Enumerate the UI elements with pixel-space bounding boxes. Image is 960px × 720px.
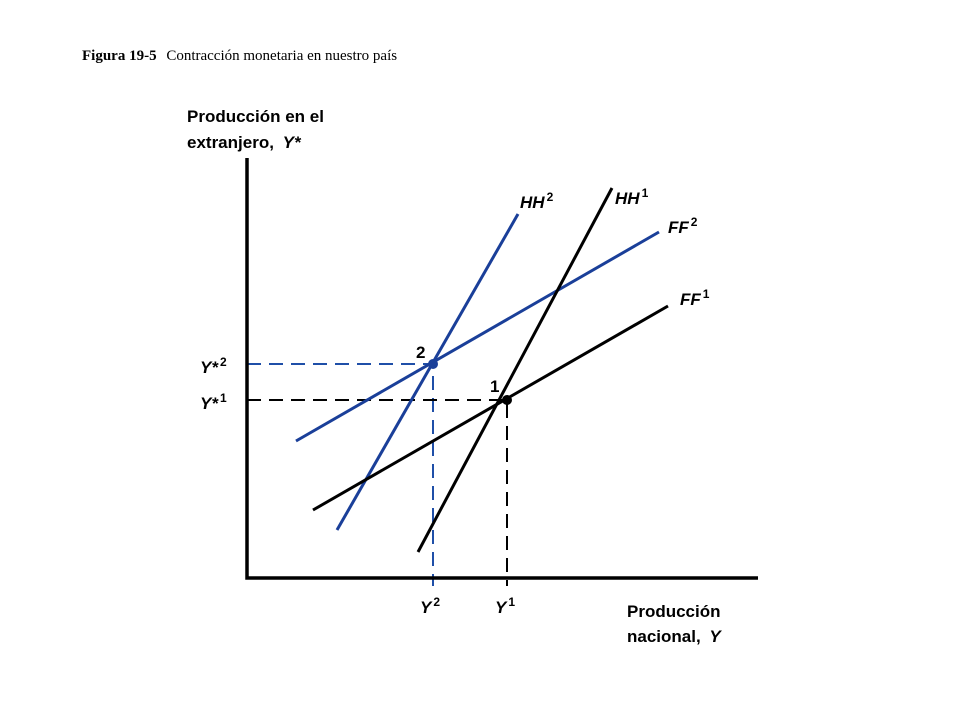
equilibrium-point <box>502 395 512 405</box>
curve-ff1 <box>312 304 669 512</box>
x-axis-label: Producción <box>627 602 721 621</box>
curve-hh2 <box>335 213 520 531</box>
curve-label-sup: 1 <box>703 287 710 301</box>
curve-label: FF 2 <box>668 215 698 237</box>
curve-ff2 <box>295 230 660 443</box>
caption-text: Contracción monetaria en nuestro país <box>166 48 397 64</box>
curve-label-sup: 2 <box>547 190 554 204</box>
y-axis-label: extranjero, Y* <box>187 133 302 152</box>
x-axis-label-text: nacional, <box>627 627 701 646</box>
axes <box>245 158 758 580</box>
point-label: 2 <box>416 343 425 362</box>
curve-label-base: FF <box>668 218 689 237</box>
y-tick-label-base: Y* <box>200 358 219 377</box>
x-tick-label-sup: 1 <box>508 595 515 609</box>
x-tick-label-sup: 2 <box>433 595 440 609</box>
caption: Figura 19-5 Contracción monetaria en nue… <box>82 48 397 64</box>
curve-hh1 <box>416 187 614 553</box>
guide-2 <box>247 363 434 586</box>
caption-label: Figura 19-5 <box>82 48 157 64</box>
curve-label: FF 1 <box>680 287 710 309</box>
y-axis-label: Producción en el <box>187 107 324 126</box>
point-label: 1 <box>490 377 499 396</box>
curve-label-base: HH <box>615 189 640 208</box>
y-tick-label-sup: 1 <box>220 391 227 405</box>
guide-1 <box>247 399 508 586</box>
x-axis-variable: Y <box>709 627 722 646</box>
y-axis-label-text: extranjero, <box>187 133 274 152</box>
y-tick-label-sup: 2 <box>220 355 227 369</box>
y-tick-label: Y* 1 <box>200 391 227 413</box>
curve-label-base: HH <box>520 193 545 212</box>
x-tick-label-base: Y <box>420 598 433 617</box>
y-tick-label-base: Y* <box>200 394 219 413</box>
curve-label-sup: 2 <box>691 215 698 229</box>
y-axis-variable: Y* <box>283 133 302 152</box>
x-axis-label: nacional, Y <box>627 627 722 646</box>
y-tick-label: Y* 2 <box>200 355 227 377</box>
curve-label: HH 1 <box>615 186 649 208</box>
curve-label: HH 2 <box>520 190 554 212</box>
curve-label-base: FF <box>680 290 701 309</box>
equilibrium-point <box>428 359 438 369</box>
curve-label-sup: 1 <box>642 186 649 200</box>
x-tick-label-base: Y <box>495 598 508 617</box>
